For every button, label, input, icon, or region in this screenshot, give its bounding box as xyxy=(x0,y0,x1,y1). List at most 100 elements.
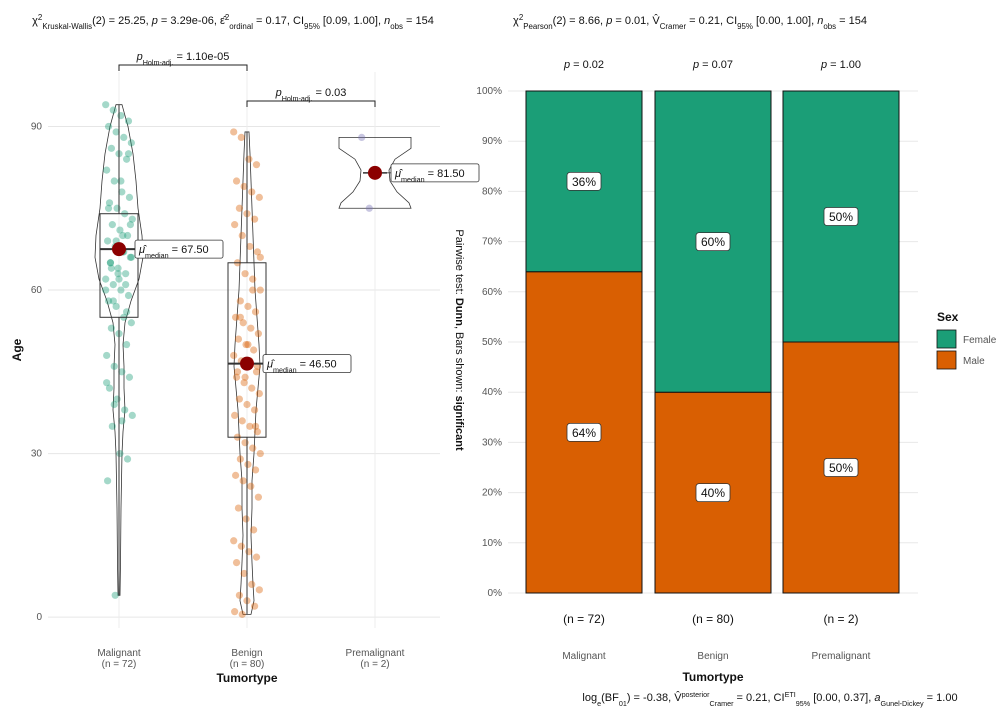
data-point xyxy=(102,101,110,109)
data-point xyxy=(246,242,254,251)
y-tick-label: 20% xyxy=(482,488,502,499)
data-point xyxy=(251,602,259,610)
data-label: 50% xyxy=(829,210,853,224)
median-label-box xyxy=(390,163,480,183)
chart-title-right: χ2Pearson(2) = 8.66, p = 0.01, V̂Cramer … xyxy=(513,13,867,31)
data-point xyxy=(231,608,239,616)
data-point xyxy=(253,248,262,256)
data-point xyxy=(238,417,246,425)
data-point xyxy=(230,351,238,360)
legend-title: Sex xyxy=(937,310,959,324)
data-point xyxy=(232,373,241,381)
data-point xyxy=(239,477,247,485)
data-point xyxy=(232,471,240,479)
data-point xyxy=(120,133,128,142)
y-tick-label: 30% xyxy=(482,437,502,448)
data-point xyxy=(112,302,120,310)
data-point xyxy=(236,455,244,463)
data-point xyxy=(232,558,241,567)
data-point xyxy=(124,291,133,300)
data-point xyxy=(234,504,243,512)
data-point xyxy=(108,221,116,229)
data-point xyxy=(125,373,134,381)
data-point xyxy=(124,150,133,158)
data-point xyxy=(244,340,252,349)
data-point xyxy=(236,297,244,305)
data-label-box xyxy=(823,207,859,226)
n-count-label: (n = 72) xyxy=(563,612,605,626)
data-point xyxy=(119,231,127,240)
data-point xyxy=(230,128,238,136)
data-point xyxy=(239,319,247,327)
data-point xyxy=(237,133,245,142)
data-point xyxy=(112,128,120,136)
p-value-label: p = 0.02 xyxy=(563,59,604,71)
data-point xyxy=(251,406,259,414)
y-tick-label: 30 xyxy=(31,449,43,460)
data-point xyxy=(123,308,131,316)
y-axis-title: Age xyxy=(10,338,24,361)
data-point xyxy=(252,553,261,561)
data-point xyxy=(114,270,122,278)
x-tick-n-label: (n = 80) xyxy=(230,659,265,670)
data-point xyxy=(256,449,264,458)
data-point xyxy=(104,204,113,212)
data-point xyxy=(249,444,257,452)
data-point xyxy=(107,144,115,152)
data-point xyxy=(104,122,113,131)
data-point xyxy=(123,340,131,349)
data-label-box xyxy=(695,483,731,503)
data-point xyxy=(104,477,112,485)
y-tick-label: 100% xyxy=(476,86,502,97)
data-label-box xyxy=(566,422,602,442)
y-tick-label: 0 xyxy=(36,612,42,623)
data-point xyxy=(254,493,262,501)
data-point xyxy=(127,139,135,147)
data-point xyxy=(235,591,243,599)
x-tick-n-label: (n = 72) xyxy=(102,659,137,670)
median-marker xyxy=(112,242,126,257)
data-point xyxy=(102,286,110,294)
data-point xyxy=(256,253,264,261)
data-point xyxy=(249,286,257,294)
data-label: 40% xyxy=(701,486,725,500)
violin-outline xyxy=(233,131,261,615)
data-point xyxy=(250,346,258,354)
data-point xyxy=(240,379,248,387)
data-point xyxy=(248,384,256,392)
y-tick-label: 90 xyxy=(31,122,43,133)
data-point xyxy=(124,117,133,125)
legend-label: Male xyxy=(963,356,985,367)
data-point xyxy=(237,542,245,550)
median-label: μ̂median = 67.50 xyxy=(138,244,209,260)
data-point xyxy=(105,384,114,392)
data-point xyxy=(248,188,256,196)
data-point xyxy=(251,308,260,316)
data-point xyxy=(110,177,118,185)
n-count-label: (n = 2) xyxy=(823,612,858,626)
data-point xyxy=(117,286,125,294)
data-point xyxy=(243,400,251,409)
data-point xyxy=(116,449,124,458)
data-label: 36% xyxy=(572,175,596,189)
y-tick-label: 70% xyxy=(482,237,502,248)
significance-label: pHolm-adj. = 1.10e-05 xyxy=(136,51,230,67)
data-point xyxy=(231,411,239,420)
data-point xyxy=(123,455,132,463)
data-point xyxy=(252,368,261,376)
data-point xyxy=(248,580,256,588)
data-point xyxy=(251,466,260,474)
data-point xyxy=(244,460,252,469)
data-label-box xyxy=(566,171,602,191)
data-point xyxy=(253,428,262,436)
data-point xyxy=(250,526,258,534)
data-point xyxy=(118,188,126,196)
violin-outline xyxy=(94,104,144,596)
data-point xyxy=(115,275,123,283)
data-point xyxy=(251,215,259,223)
data-point xyxy=(242,340,250,349)
box xyxy=(99,213,139,318)
x-tick-label: Malignant xyxy=(97,648,141,659)
